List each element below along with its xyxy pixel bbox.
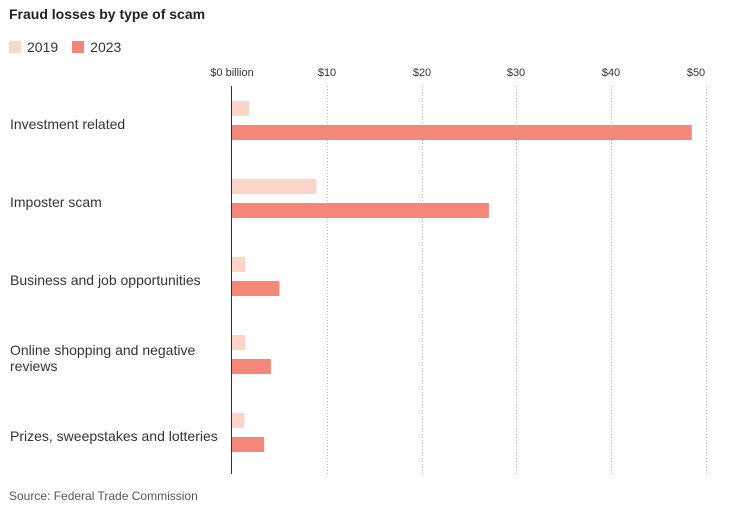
legend-label-2019: 2019 xyxy=(27,39,59,55)
legend: 2019 2023 xyxy=(9,39,135,55)
category-label: Investment related xyxy=(10,116,126,132)
category-label: Imposter scam xyxy=(10,194,102,210)
bar-2019 xyxy=(232,335,246,350)
legend-label-2023: 2023 xyxy=(90,39,122,55)
x-tick-label: $30 xyxy=(506,67,526,79)
bar-2023 xyxy=(232,281,280,296)
bar-2019 xyxy=(232,257,246,272)
legend-swatch-2023 xyxy=(72,41,85,53)
category-label: Prizes, sweepstakes and lotteries xyxy=(10,428,218,444)
legend-item-2023: 2023 xyxy=(72,39,121,55)
bar-2023 xyxy=(232,359,271,374)
x-tick-label: $0 billion xyxy=(210,67,254,79)
bar-2023 xyxy=(232,203,489,218)
bar-2019 xyxy=(232,413,245,428)
chart-title: Fraud losses by type of scam xyxy=(9,6,206,22)
legend-item-2019: 2019 xyxy=(9,39,58,55)
x-tick-label: $50 xyxy=(686,67,706,79)
bar-2023 xyxy=(232,125,692,140)
x-tick-label: $20 xyxy=(412,67,432,79)
category-label: Online shopping and negative reviews xyxy=(10,342,196,374)
category-label: Business and job opportunities xyxy=(10,272,201,288)
x-tick-label: $40 xyxy=(601,67,621,79)
x-tick-label: $10 xyxy=(317,67,337,79)
bar-2023 xyxy=(232,437,265,452)
bar-2019 xyxy=(232,101,250,116)
legend-swatch-2019 xyxy=(9,41,21,53)
source-note: Source: Federal Trade Commission xyxy=(9,489,198,503)
bar-2019 xyxy=(232,179,317,194)
